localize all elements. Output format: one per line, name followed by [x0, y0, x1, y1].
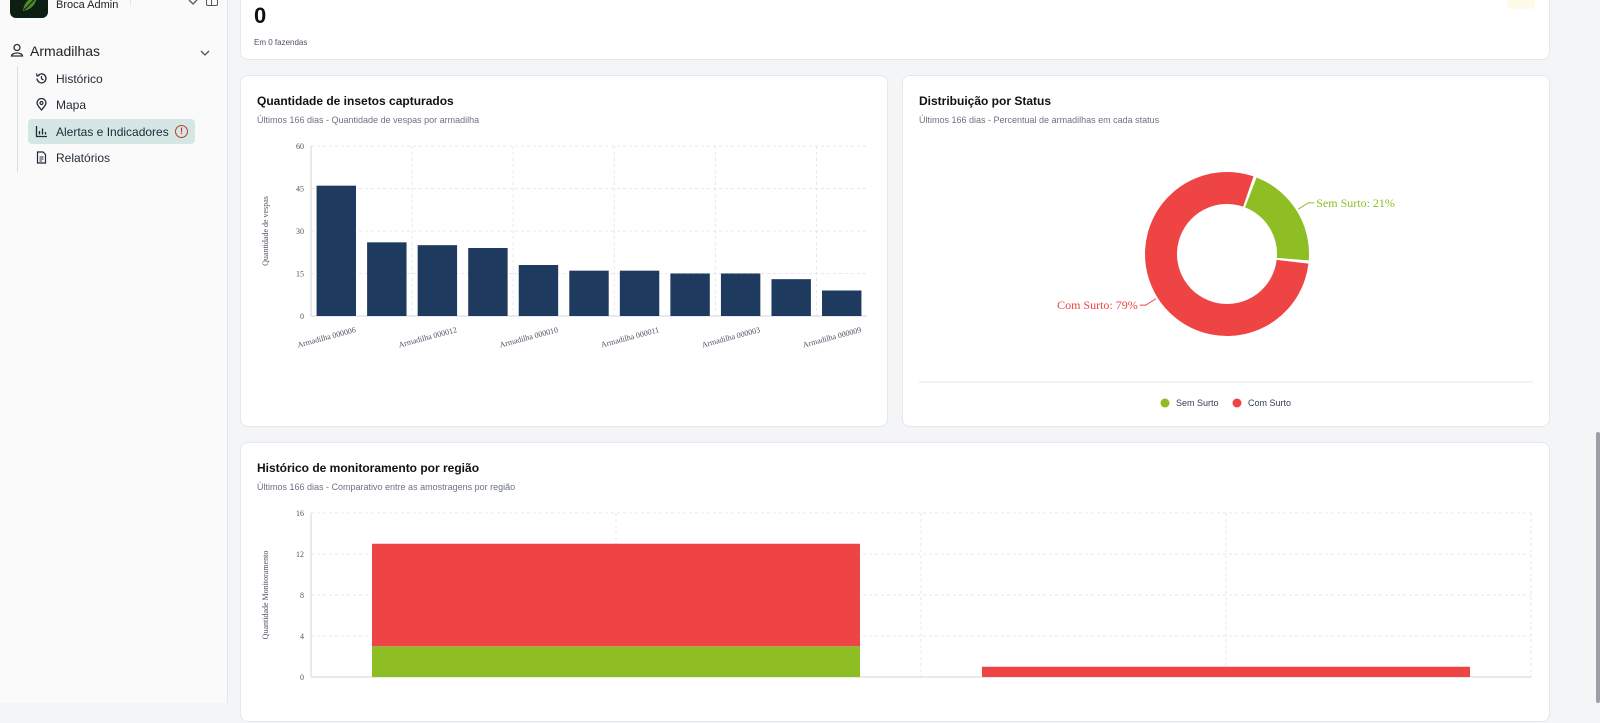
legend-label: Com Surto: [1248, 398, 1291, 408]
y-tick-label: 0: [300, 673, 304, 682]
sidebar-item-label: Relatórios: [56, 151, 111, 165]
insects-bar-chart: 0 15 30 45 60 Armadilha 000006 Armadilha 00001…: [261, 142, 867, 350]
insects-chart-card: Quantidade de insetos capturados Últimos…: [240, 75, 888, 427]
org-name: Broca Admin: [56, 0, 119, 11]
y-tick-label: 0: [300, 312, 304, 321]
x-tick-label: Armadilha 000010: [498, 325, 558, 349]
legend-label: Sem Surto: [1176, 398, 1219, 408]
legend-swatch: [1160, 398, 1170, 408]
bar: [518, 265, 559, 316]
kpi-icon: [1507, 0, 1535, 9]
y-tick-label: 8: [300, 591, 304, 600]
bar-chart-icon: [35, 125, 48, 143]
y-tick-label: 12: [296, 550, 304, 559]
bar: [468, 248, 508, 316]
bar: [822, 290, 862, 316]
sidebar-item-label: Mapa: [56, 98, 87, 112]
slice-label: Com Surto: 79%: [1057, 298, 1138, 312]
sidebar-group-label: Armadilhas: [30, 43, 101, 59]
bar: [619, 270, 660, 316]
map-pin-icon: [35, 97, 48, 116]
user-icon: [10, 43, 24, 62]
nav-tree-line: [17, 66, 18, 172]
kpi-subtitle: Em 0 fazendas: [254, 38, 308, 47]
slice-label: Sem Surto: 21%: [1316, 196, 1395, 210]
stacked-bar-segment: [372, 543, 860, 647]
divider: [130, 0, 131, 6]
card-title: Quantidade de insetos capturados: [257, 94, 454, 108]
donut-slice: [1145, 172, 1309, 336]
bar: [720, 273, 761, 316]
card-subtitle: Últimos 166 dias - Quantidade de vespas …: [257, 115, 480, 125]
bar: [771, 279, 811, 316]
card-title: Distribuição por Status: [919, 94, 1052, 108]
sidebar-item-mapa[interactable]: Mapa: [28, 92, 195, 117]
y-tick-label: 45: [296, 185, 304, 194]
status-chart-card: Distribuição por Status Últimos 166 dias…: [902, 75, 1550, 427]
chevron-down-icon[interactable]: [200, 44, 210, 62]
panel-layout-icon[interactable]: [206, 0, 218, 6]
sidebar-item-label: Histórico: [56, 72, 103, 86]
chevron-down-icon[interactable]: [188, 0, 198, 9]
history-icon: [35, 72, 48, 90]
card-title: Histórico de monitoramento por região: [257, 461, 480, 475]
y-tick-label: 16: [296, 509, 304, 518]
bar: [569, 270, 609, 316]
org-logo: [10, 0, 48, 18]
legend-swatch: [1232, 398, 1242, 408]
slice-label-line: [1297, 202, 1315, 210]
bar: [316, 185, 356, 316]
y-tick-label: 4: [300, 632, 304, 641]
card-subtitle: Últimos 166 dias - Comparativo entre as …: [257, 482, 516, 492]
donut-slice: [1245, 177, 1309, 261]
bar: [417, 245, 458, 316]
bar: [367, 242, 407, 316]
region-chart-card: Histórico de monitoramento por região Úl…: [240, 442, 1550, 722]
sidebar-item-historico[interactable]: Histórico: [28, 66, 195, 91]
x-tick-label: Armadilha 000009: [802, 325, 862, 349]
y-axis-label: Quantidade Monitoramento: [261, 551, 270, 640]
status-donut-chart: Sem Surto: 21% Com Surto: 79% Sem Surto Com…: [919, 172, 1533, 408]
sidebar: Broca Admin Armadilhas Histórico Mapa Al…: [0, 0, 228, 703]
scrollbar[interactable]: [1596, 432, 1600, 703]
x-tick-label: Armadilha 000011: [600, 325, 660, 349]
stacked-bar-segment: [372, 646, 860, 677]
y-tick-label: 30: [296, 227, 304, 236]
bar: [670, 273, 710, 316]
region-stacked-bar-chart: 0 4 8 12 16 Quantidade Monitoramento: [261, 509, 1532, 682]
x-tick-label: Armadilha 000006: [296, 325, 356, 349]
stacked-bar-segment: [982, 666, 1470, 677]
kpi-card: 0 Em 0 fazendas: [240, 0, 1550, 60]
sidebar-item-alertas-e-indicadores[interactable]: Alertas e Indicadores !: [28, 119, 195, 144]
alert-circle-icon: !: [175, 125, 188, 138]
y-tick-label: 15: [296, 270, 304, 279]
sidebar-item-label: Alertas e Indicadores: [56, 125, 169, 139]
x-tick-label: Armadilha 000012: [397, 325, 457, 349]
y-tick-label: 60: [296, 142, 304, 151]
sidebar-group-armadilhas[interactable]: Armadilhas: [8, 40, 218, 62]
slice-label-line: [1139, 298, 1157, 306]
kpi-value: 0: [254, 3, 267, 28]
x-tick-label: Armadilha 000003: [701, 325, 761, 349]
org-switcher[interactable]: Broca Admin: [10, 0, 220, 20]
report-icon: [35, 151, 48, 169]
sidebar-item-relatorios[interactable]: Relatórios: [28, 145, 195, 170]
card-subtitle: Últimos 166 dias - Percentual de armadil…: [919, 115, 1160, 125]
y-axis-label: Quantidade de vespas: [261, 196, 270, 266]
